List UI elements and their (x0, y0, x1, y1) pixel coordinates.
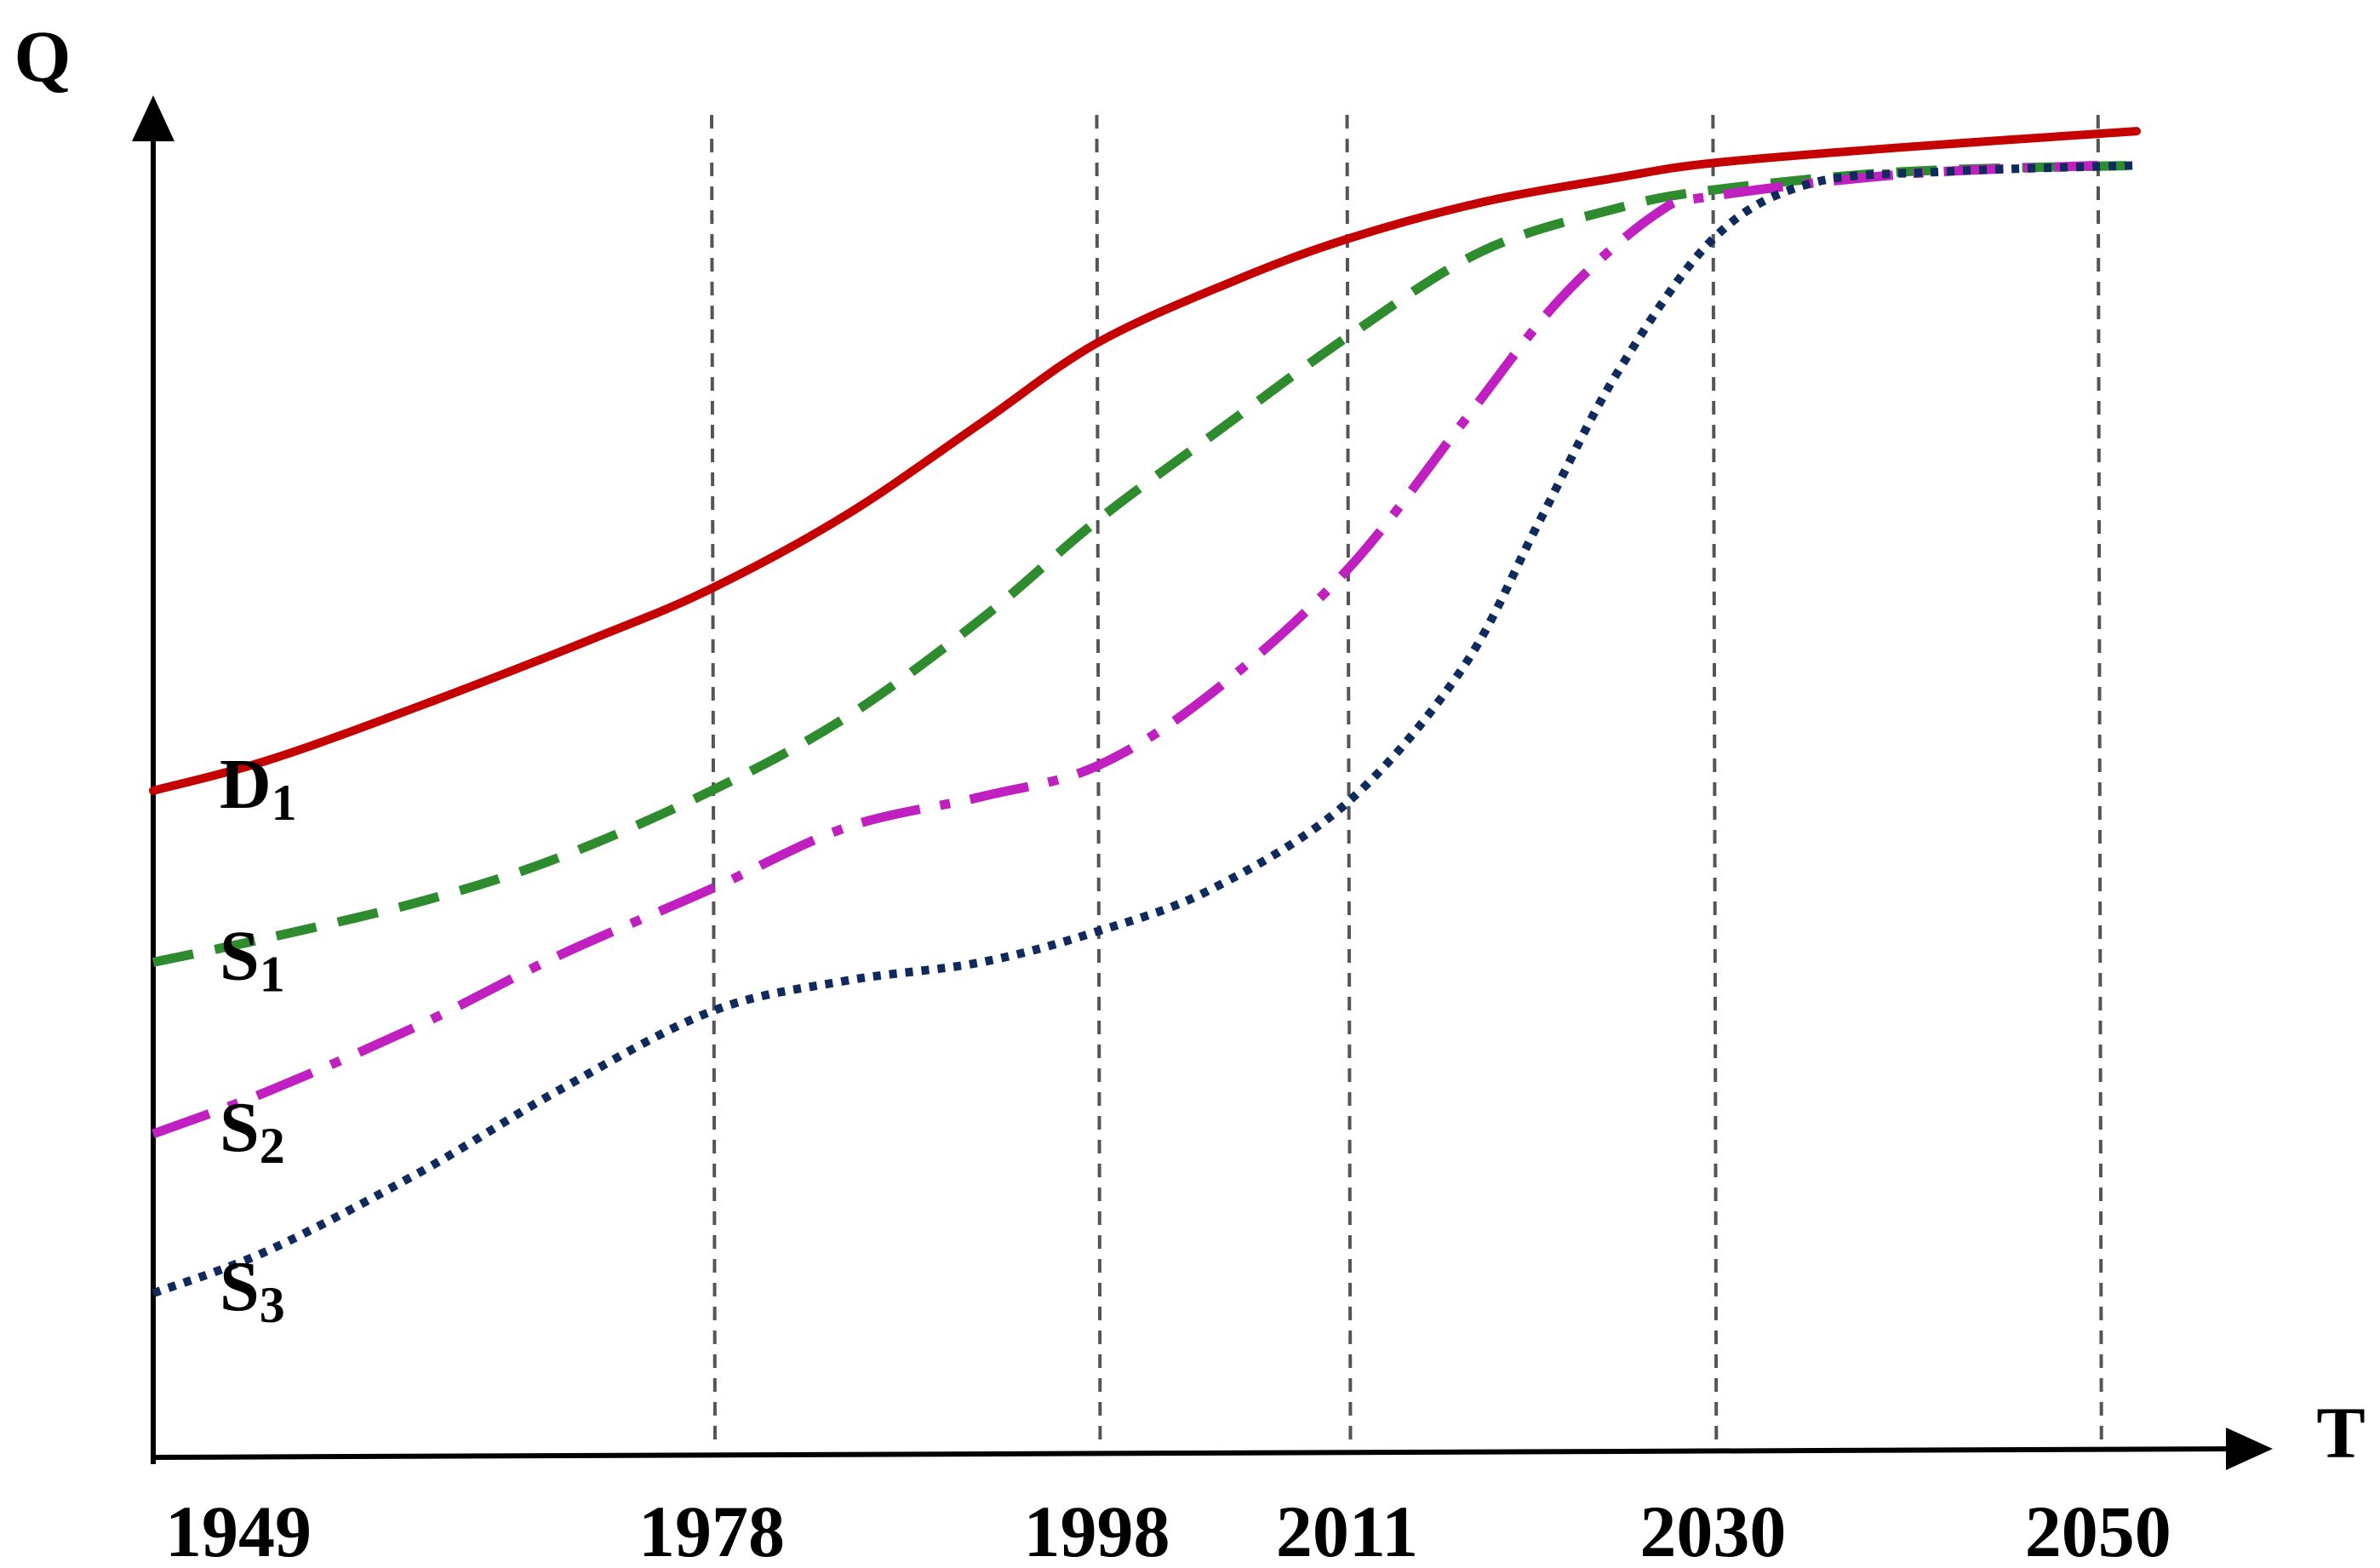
reference-line-2030 (1711, 114, 1719, 1448)
series-label-subscript: 2 (260, 1118, 285, 1174)
reference-line-1998 (1095, 114, 1102, 1448)
series-label-s1: S1 (220, 916, 285, 1002)
x-axis (152, 1446, 2240, 1460)
x-tick-label-1978: 1978 (638, 1491, 785, 1568)
series-label-subscript: 1 (272, 775, 297, 831)
x-tick-label-2011: 2011 (1276, 1491, 1418, 1568)
series-label-subscript: 3 (260, 1277, 285, 1333)
reference-line-2011 (1345, 114, 1353, 1448)
reference-line-1978 (710, 114, 718, 1448)
series-label-s3: S3 (220, 1247, 285, 1333)
series-label-subscript: 1 (260, 946, 285, 1002)
reference-line-2050 (2096, 114, 2103, 1448)
reference-lines (710, 114, 2103, 1448)
series-line-d1 (149, 127, 2141, 795)
x-tick-label-2030: 2030 (1639, 1491, 1786, 1568)
x-tick-label-2050: 2050 (2025, 1491, 2171, 1568)
series-label-s2: S2 (220, 1088, 285, 1174)
x-tick-label-1998: 1998 (1023, 1491, 1170, 1568)
y-axis-title: Q (14, 15, 72, 97)
series-line-s3 (152, 161, 2137, 1297)
x-axis-arrowhead (2226, 1428, 2273, 1470)
x-axis-title: T (2316, 1392, 2365, 1474)
series-lines (149, 127, 2141, 1297)
y-axis-arrowhead (132, 95, 174, 141)
series-line-s1 (152, 160, 2137, 967)
series-line-s2 (152, 160, 2099, 1139)
x-tick-labels: 1949 1978 1998 2011 2030 2050 (165, 1491, 2171, 1568)
x-tick-label-1949: 1949 (165, 1491, 312, 1568)
